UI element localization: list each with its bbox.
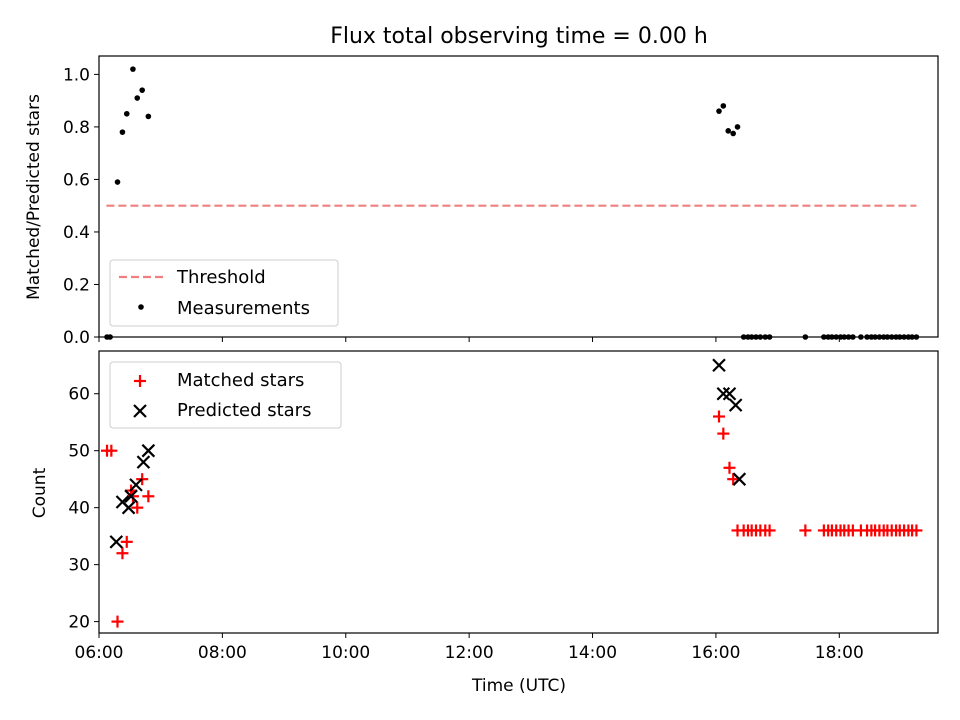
x-axis-label: Time (UTC): [471, 676, 566, 696]
bottom-y-ticks: 20 30 40 50 60: [68, 385, 99, 633]
measurement-point: [139, 87, 145, 93]
measurement-point: [720, 103, 727, 109]
chart-title: Flux total observing time = 0.00 h: [330, 24, 708, 49]
y-tick-label: 60: [68, 385, 90, 405]
matched-star-marker: [910, 524, 923, 537]
measurement-point: [114, 179, 121, 185]
matched-star-marker: [799, 524, 812, 537]
top-y-axis-label: Matched/Predicted stars: [24, 94, 44, 300]
bottom-x-ticks: 06:00 08:00 10:00 12:00 14:00 16:00 18:00: [75, 633, 864, 663]
matched-star-marker: [120, 535, 133, 548]
measurement-point: [145, 113, 152, 120]
x-tick-label: 18:00: [815, 643, 864, 663]
top-y-ticks: 0.0 0.2 0.4 0.6 0.8 1.0: [63, 65, 99, 348]
matched-star-marker: [727, 473, 740, 486]
x-tick-label: 12:00: [445, 643, 494, 663]
top-legend: Threshold Measurements: [109, 259, 339, 327]
measurement-point: [123, 110, 130, 117]
y-tick-label: 0.2: [63, 275, 90, 295]
predicted-star-marker: [124, 489, 138, 504]
y-tick-label: 0.8: [63, 118, 90, 138]
bottom-axes-frame: [98, 350, 939, 634]
matched-star-marker: [763, 524, 776, 537]
legend-measurements-label: Measurements: [177, 298, 310, 319]
matched-star-marker: [105, 444, 118, 457]
bottom-legend: Matched stars Predicted stars: [109, 361, 342, 429]
matched-star-marker: [712, 410, 725, 423]
matched-star-marker: [142, 490, 155, 503]
x-tick-label: 08:00: [198, 643, 247, 663]
measurement-point: [730, 130, 736, 137]
bottom-panel: 20 30 40 50 60 06:00 08:00 10:00 12:00 14:00 16:0…: [30, 350, 939, 696]
predicted-star-marker: [136, 455, 151, 469]
y-tick-label: 20: [68, 613, 90, 633]
matched-star-marker: [717, 427, 730, 440]
y-tick-label: 50: [68, 442, 90, 462]
x-tick-label: 14:00: [568, 643, 617, 663]
legend-measurements-swatch: [138, 304, 144, 310]
bottom-legend-box: [109, 361, 342, 429]
predicted-star-marker: [728, 398, 743, 412]
predicted-star-marker: [109, 535, 124, 549]
top-x-ticks: [98, 337, 840, 342]
x-tick-label: 06:00: [75, 643, 124, 663]
measurement-point: [725, 128, 732, 134]
measurement-point: [134, 95, 141, 101]
y-tick-label: 0.4: [63, 223, 90, 243]
matched-star-marker: [126, 490, 139, 503]
bottom-y-axis-label: Count: [30, 467, 50, 518]
top-axes-frame: [98, 55, 939, 338]
y-tick-label: 1.0: [63, 65, 90, 85]
y-tick-label: 30: [68, 556, 90, 576]
bottom-data-marks: [101, 358, 923, 628]
legend-matched-label: Matched stars: [177, 370, 304, 391]
predicted-star-marker: [141, 443, 156, 458]
predicted-star-marker: [722, 386, 737, 401]
measurement-point: [716, 108, 722, 114]
predicted-star-marker: [712, 358, 726, 373]
top-data-marks: [104, 66, 920, 340]
y-tick-label: 40: [68, 499, 90, 519]
matched-star-marker: [111, 615, 124, 628]
y-tick-label: 0.0: [63, 328, 90, 348]
matched-star-marker: [723, 461, 736, 474]
measurement-point: [119, 129, 126, 135]
predicted-star-marker: [121, 500, 136, 515]
measurement-point: [734, 124, 741, 130]
predicted-star-marker: [716, 386, 731, 401]
measurement-point: [130, 66, 136, 72]
top-legend-box: [109, 259, 339, 327]
y-tick-label: 0.6: [63, 170, 90, 190]
legend-matched-swatch: [134, 375, 146, 387]
matched-star-marker: [131, 501, 144, 514]
legend-predicted-swatch: [133, 404, 147, 418]
predicted-star-marker: [129, 478, 143, 492]
matched-star-marker: [116, 547, 129, 560]
legend-threshold-label: Threshold: [176, 267, 266, 288]
predicted-star-marker: [732, 472, 747, 486]
x-tick-label: 10:00: [321, 643, 370, 663]
top-panel: 0.0 0.2 0.4 0.6 0.8 1.0 Matched/Predicted sta…: [24, 55, 939, 348]
legend-predicted-label: Predicted stars: [177, 400, 311, 421]
x-tick-label: 16:00: [691, 643, 740, 663]
